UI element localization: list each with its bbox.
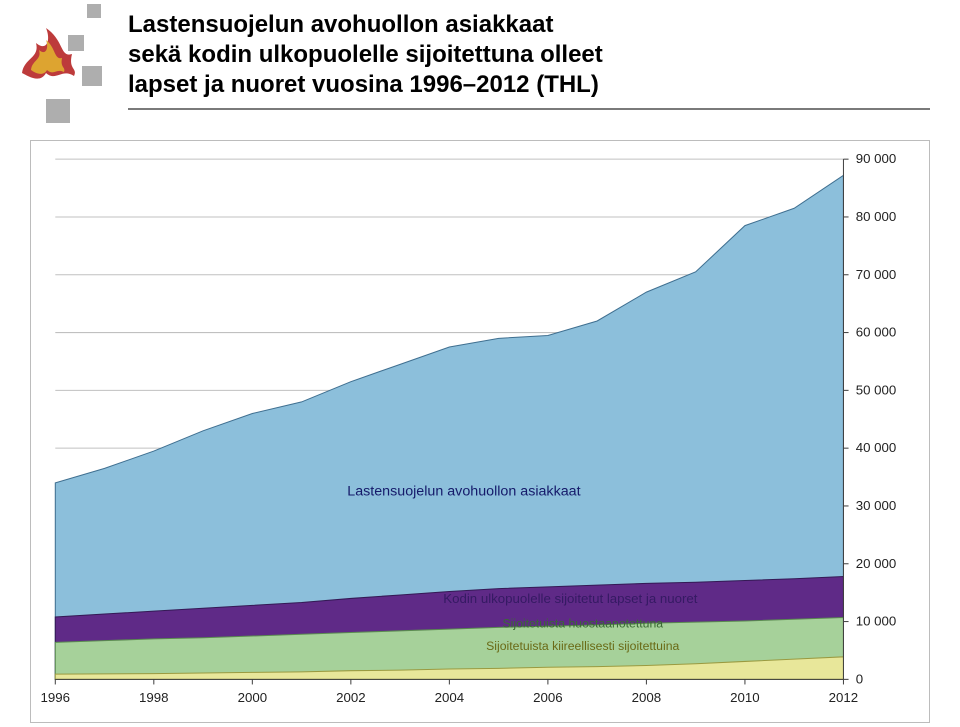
y-tick-label: 10 000	[856, 614, 897, 629]
y-tick-label: 90 000	[856, 151, 897, 166]
y-tick-label: 20 000	[856, 556, 897, 571]
x-tick-label: 1996	[41, 690, 70, 705]
chart-container: 0 10 000 20 000 30 000 40 000 50 000 60 000 70 …	[30, 140, 930, 723]
flame-icon	[12, 18, 82, 88]
slide-title: Lastensuojelun avohuollon asiakkaat sekä…	[128, 10, 930, 106]
y-tick-label: 80 000	[856, 209, 897, 224]
y-tick-label: 40 000	[856, 440, 897, 455]
title-line: lapset ja nuoret vuosina 1996–2012 (THL)	[128, 71, 599, 98]
x-tick-label: 2012	[829, 690, 858, 705]
series-label-sijoitetut: Kodin ulkopuolelle sijoitetut lapset ja …	[443, 591, 698, 606]
logo-block	[12, 4, 112, 119]
series-label-avohuolto: Lastensuojelun avohuollon asiakkaat	[347, 484, 580, 500]
x-tick-label: 2010	[730, 690, 759, 705]
x-tick-label: 2008	[632, 690, 661, 705]
title-line: sekä kodin ulkopuolelle sijoitettuna oll…	[128, 41, 603, 68]
deco-square	[87, 4, 101, 18]
y-tick-label: 0	[856, 671, 863, 686]
x-tick-label: 2004	[435, 690, 464, 705]
y-tick-label: 60 000	[856, 325, 897, 340]
area-chart: 0 10 000 20 000 30 000 40 000 50 000 60 000 70 …	[41, 151, 919, 712]
x-tick-label: 2006	[533, 690, 562, 705]
y-tick-label: 50 000	[856, 382, 897, 397]
series-label-kiireellinen: Sijoitetuista kiireellisesti sijoitettui…	[486, 639, 679, 653]
chart-inner: 0 10 000 20 000 30 000 40 000 50 000 60 000 70 …	[41, 151, 919, 712]
deco-square	[82, 66, 102, 86]
x-tick-label: 1998	[139, 690, 168, 705]
y-tick-label: 70 000	[856, 267, 897, 282]
deco-square	[68, 35, 84, 51]
series-label-huostaan: Sijoitetuista huostaanotettuna	[502, 616, 663, 630]
title-text: Lastensuojelun avohuollon asiakkaat sekä…	[128, 10, 930, 106]
x-tick-label: 2000	[238, 690, 267, 705]
title-line: Lastensuojelun avohuollon asiakkaat	[128, 11, 553, 38]
slide: Lastensuojelun avohuollon asiakkaat sekä…	[0, 0, 960, 727]
title-rule	[128, 108, 930, 110]
y-tick-label: 30 000	[856, 498, 897, 513]
x-tick-label: 2002	[336, 690, 365, 705]
deco-square	[46, 99, 70, 123]
